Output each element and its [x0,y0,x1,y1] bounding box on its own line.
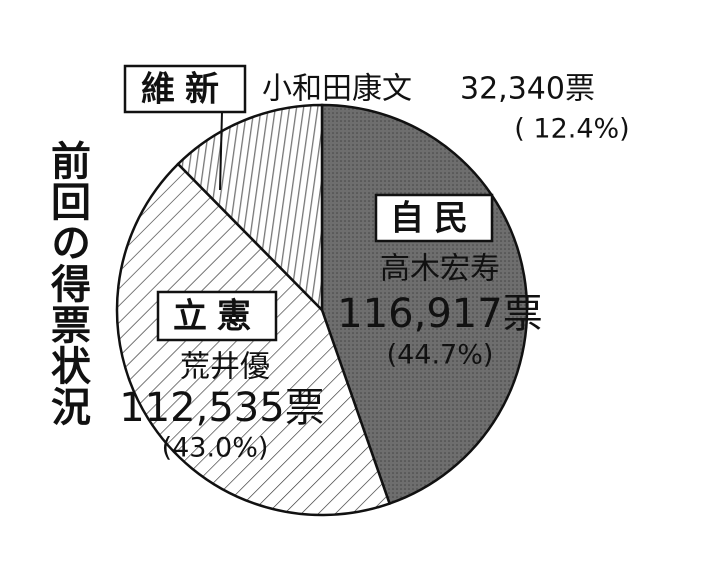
party-label: 立憲 [173,297,261,337]
percent-label: (43.0%) [162,433,269,464]
percent-label: (44.7%) [387,340,494,371]
candidate-name: 高木宏寿 [380,252,500,287]
candidate-name: 荒井優 [180,350,270,385]
party-box [123,64,247,114]
vote-count: 116,917票 [337,291,542,337]
candidate-name: 小和田康文 [262,72,412,107]
chart-title: 前回の得票状況 [44,140,90,427]
party-box [374,193,494,243]
leader-line [219,111,223,191]
party-label: 維新 [141,70,229,110]
vote-count: 112,535票 [119,385,324,431]
party-box [156,290,278,342]
party-label: 自民 [390,199,478,239]
vote-count: 32,340票 [460,72,595,107]
pie-slice [176,103,324,314]
percent-label: ( 12.4%) [514,114,629,145]
